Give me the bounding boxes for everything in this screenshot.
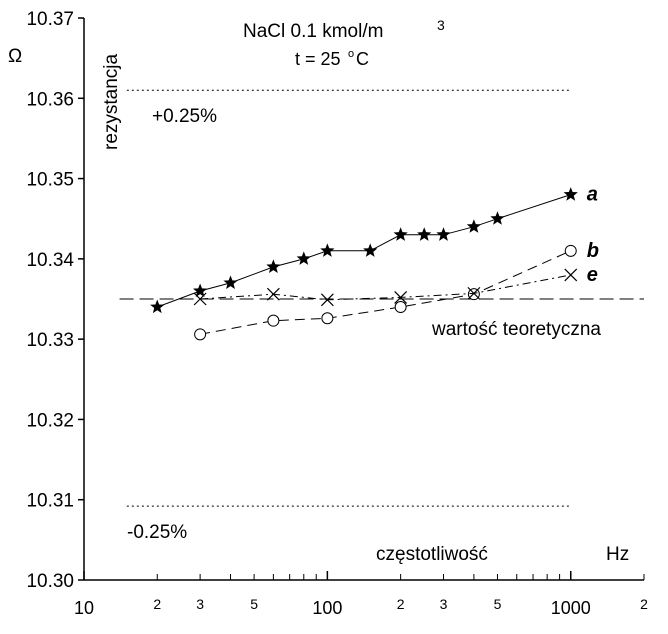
series-a-point (393, 227, 408, 241)
chart-subtitle: t = 25 (295, 49, 341, 69)
y-tick-label: 10.34 (26, 250, 74, 271)
series-a-point (436, 227, 451, 241)
series-b-point (267, 314, 280, 327)
chart-title: NaCl 0.1 kmol/m (243, 21, 383, 42)
x-minor-tick-label: 2 (640, 596, 648, 612)
y-tick-label: 10.30 (26, 571, 74, 592)
series-e-point (193, 292, 207, 306)
series-b-point (394, 301, 407, 314)
series-e-point (564, 268, 578, 282)
y-tick-label: 10.35 (26, 170, 74, 191)
series-a-point (192, 283, 208, 298)
series-e-point (467, 286, 481, 300)
y-tick-label: 10.31 (26, 491, 74, 512)
x-minor-tick-label: 2 (153, 596, 161, 612)
y-axis-unit: Ω (8, 46, 22, 67)
series-a-point (266, 259, 281, 273)
series-e-point (394, 290, 408, 304)
series-a-point (150, 299, 165, 314)
series-a-line (157, 194, 571, 308)
series-e-point (266, 287, 280, 301)
series-a-point (296, 251, 311, 265)
series-a-point (417, 227, 432, 241)
x-minor-tick-label: 2 (397, 596, 405, 612)
series-a-point (466, 219, 482, 233)
series-a-point (490, 211, 505, 225)
x-minor-tick-label: 3 (440, 596, 448, 612)
x-axis-label: częstotliwość (376, 544, 488, 565)
reference-line-label: +0.25% (152, 106, 217, 127)
chart-subtitle-degree: o (348, 48, 354, 60)
series-e-label: e (587, 264, 598, 286)
series-a-point (363, 243, 378, 257)
chart-subtitle-unit: C (356, 49, 369, 69)
y-tick-label: 10.33 (26, 330, 74, 351)
series-b-point (194, 328, 207, 341)
reference-line-label: -0.25% (127, 522, 187, 543)
series-b-point (564, 244, 577, 257)
x-minor-tick-label: 3 (196, 596, 204, 612)
y-tick-label: 10.37 (26, 9, 74, 30)
x-tick-label: 1000 (551, 598, 591, 618)
series-e-line (200, 274, 571, 301)
series-b-label: b (587, 240, 599, 262)
x-minor-tick-label: 5 (250, 596, 258, 612)
x-minor-tick-label: 5 (494, 596, 502, 612)
y-axis-label: rezystancja (101, 53, 122, 150)
series-b-point (321, 312, 334, 325)
y-tick-label: 10.32 (26, 410, 74, 431)
chart-title-superscript: 3 (437, 17, 445, 33)
series-a-label: a (587, 184, 598, 206)
x-tick-label: 100 (312, 598, 342, 618)
series-b-line (200, 250, 571, 335)
x-axis-unit: Hz (606, 544, 629, 565)
series-e-point (320, 293, 334, 307)
reference-line-label: wartość teoretyczna (431, 319, 601, 340)
x-tick-label: 10 (74, 598, 94, 618)
y-tick-label: 10.36 (26, 89, 74, 110)
series-a-point (320, 243, 335, 257)
series-a-point (563, 187, 578, 201)
series-a-point (223, 275, 238, 290)
